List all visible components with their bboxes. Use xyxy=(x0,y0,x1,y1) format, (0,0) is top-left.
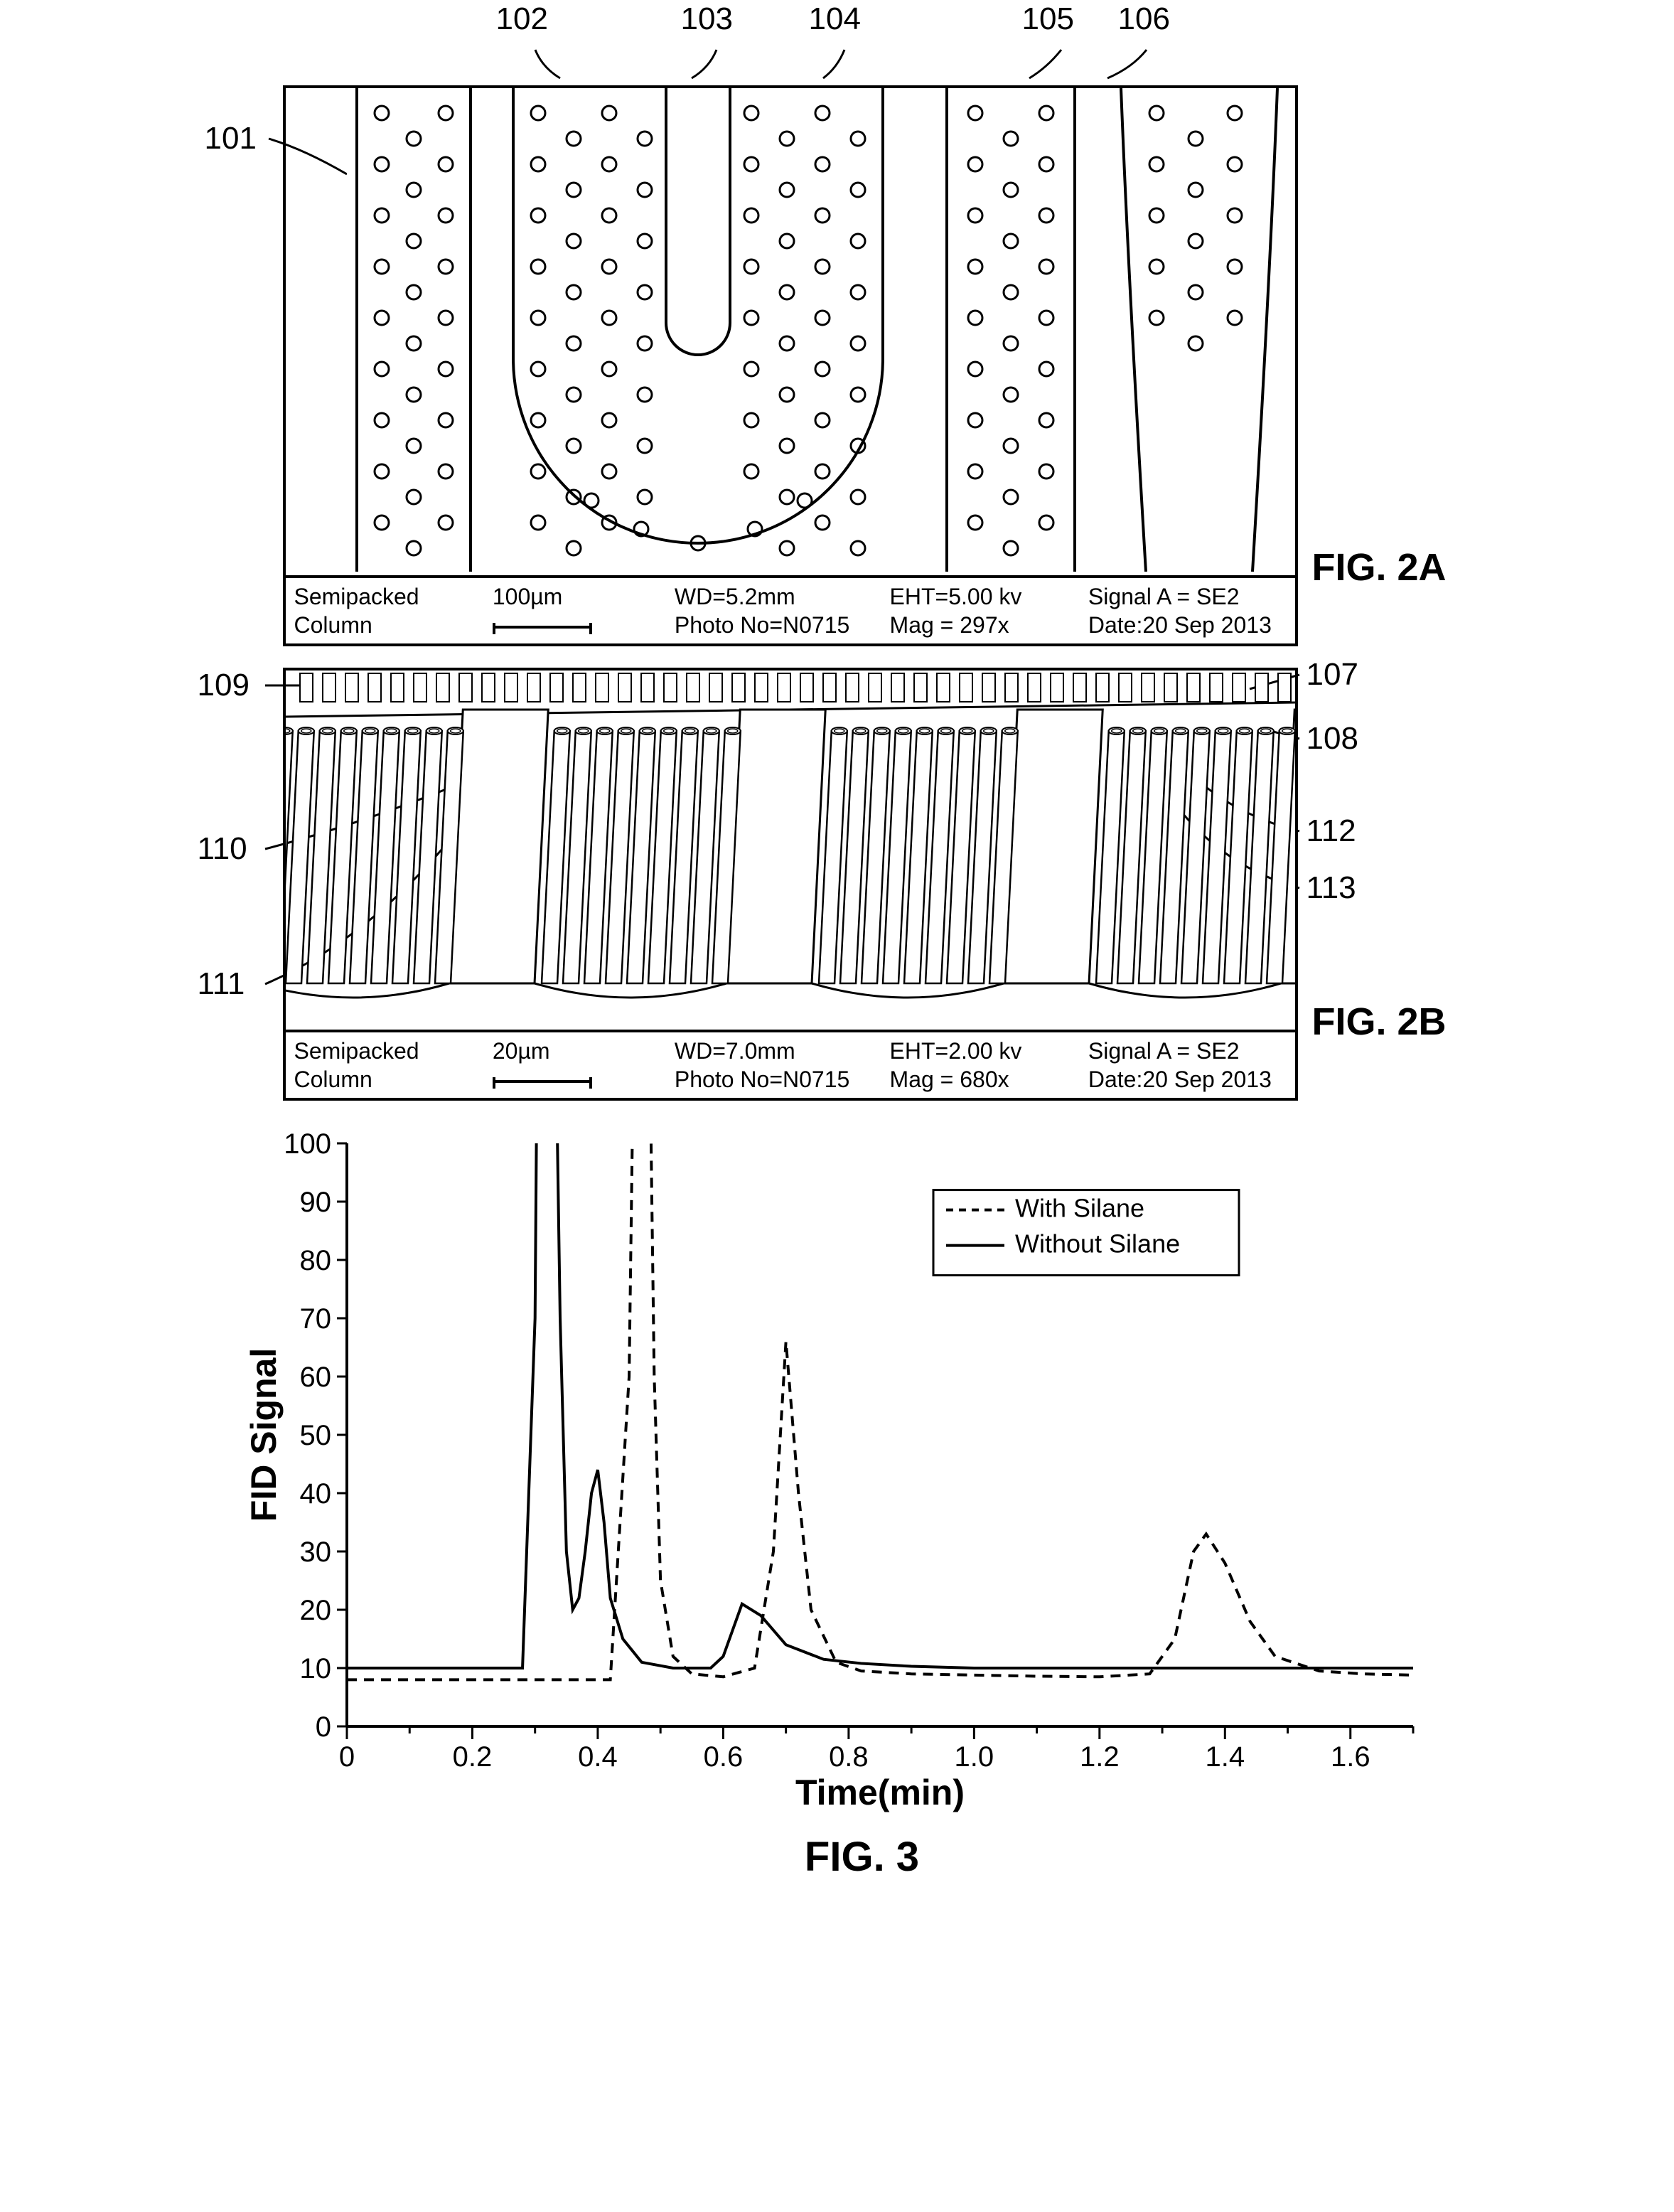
svg-text:Without Silane: Without Silane xyxy=(1015,1229,1180,1259)
svg-text:50: 50 xyxy=(299,1420,331,1451)
svg-text:With Silane: With Silane xyxy=(1015,1194,1144,1223)
svg-text:0.4: 0.4 xyxy=(578,1741,618,1773)
fig2a-label: FIG. 2A xyxy=(1312,545,1447,589)
scale-label: 20µm xyxy=(493,1037,658,1065)
info-photo: Photo No=N0715 xyxy=(675,611,873,639)
svg-text:90: 90 xyxy=(299,1187,331,1218)
svg-text:FID Signal: FID Signal xyxy=(247,1348,284,1522)
info-signal: Signal A = SE2 xyxy=(1088,1037,1287,1065)
info-col1-l1: Semipacked xyxy=(294,1037,476,1065)
svg-text:80: 80 xyxy=(299,1245,331,1276)
svg-text:20: 20 xyxy=(299,1595,331,1626)
svg-text:10: 10 xyxy=(299,1653,331,1684)
svg-text:0.2: 0.2 xyxy=(452,1741,492,1773)
callout-110: 110 xyxy=(198,831,247,867)
svg-text:100: 100 xyxy=(284,1129,331,1160)
svg-text:0.8: 0.8 xyxy=(829,1741,869,1773)
svg-text:1.6: 1.6 xyxy=(1330,1741,1370,1773)
info-date: Date:20 Sep 2013 xyxy=(1088,611,1287,639)
callout-104: 104 xyxy=(809,1,861,37)
callout-101: 101 xyxy=(205,121,257,156)
svg-text:40: 40 xyxy=(299,1478,331,1510)
callout-111: 111 xyxy=(198,966,245,1002)
svg-text:1.0: 1.0 xyxy=(954,1741,994,1773)
info-col1-l2: Column xyxy=(294,1065,476,1094)
scale-label: 100µm xyxy=(493,582,658,611)
info-wd: WD=5.2mm xyxy=(675,582,873,611)
callout-102: 102 xyxy=(496,1,548,37)
fig3-label: FIG. 3 xyxy=(247,1833,1477,1881)
info-photo: Photo No=N0715 xyxy=(675,1065,873,1094)
svg-text:1.2: 1.2 xyxy=(1080,1741,1120,1773)
fig2a-top-callouts: 102 103 104 105 106 xyxy=(283,36,1298,85)
info-mag: Mag = 297x xyxy=(890,611,1071,639)
svg-text:1.4: 1.4 xyxy=(1205,1741,1245,1773)
callout-109: 109 xyxy=(198,668,250,703)
svg-text:Time(min): Time(min) xyxy=(795,1773,965,1812)
info-col1-l2: Column xyxy=(294,611,476,639)
svg-text:0.6: 0.6 xyxy=(703,1741,743,1773)
info-eht: EHT=2.00 kv xyxy=(890,1037,1071,1065)
info-date: Date:20 Sep 2013 xyxy=(1088,1065,1287,1094)
svg-text:60: 60 xyxy=(299,1362,331,1393)
svg-text:0: 0 xyxy=(338,1741,354,1773)
fig2a-panel: Semipacked Column 100µm WD=5.2mm Photo N… xyxy=(283,85,1298,646)
fig2b-info-bar: Semipacked Column 20µm WD=7.0mm Photo No… xyxy=(286,1030,1295,1098)
scale-bar-icon xyxy=(493,1080,592,1083)
fig2b-panel: Semipacked Column 20µm WD=7.0mm Photo No… xyxy=(283,668,1298,1101)
svg-text:0: 0 xyxy=(315,1711,331,1743)
svg-text:30: 30 xyxy=(299,1537,331,1568)
fig3-chart: 0 10 20 30 40 50 60 70 80 90 100 0 0.2 0.4 0.6 0.8 1.0 1.… xyxy=(198,1129,1477,1881)
callout-106: 106 xyxy=(1118,1,1170,37)
fig2a-info-bar: Semipacked Column 100µm WD=5.2mm Photo N… xyxy=(286,575,1295,643)
callout-105: 105 xyxy=(1022,1,1074,37)
info-col1-l1: Semipacked xyxy=(294,582,476,611)
info-eht: EHT=5.00 kv xyxy=(890,582,1071,611)
info-wd: WD=7.0mm xyxy=(675,1037,873,1065)
svg-text:70: 70 xyxy=(299,1303,331,1335)
info-mag: Mag = 680x xyxy=(890,1065,1071,1094)
fig2b-label: FIG. 2B xyxy=(1312,1000,1447,1044)
info-signal: Signal A = SE2 xyxy=(1088,582,1287,611)
scale-bar-icon xyxy=(493,626,592,629)
callout-103: 103 xyxy=(681,1,733,37)
